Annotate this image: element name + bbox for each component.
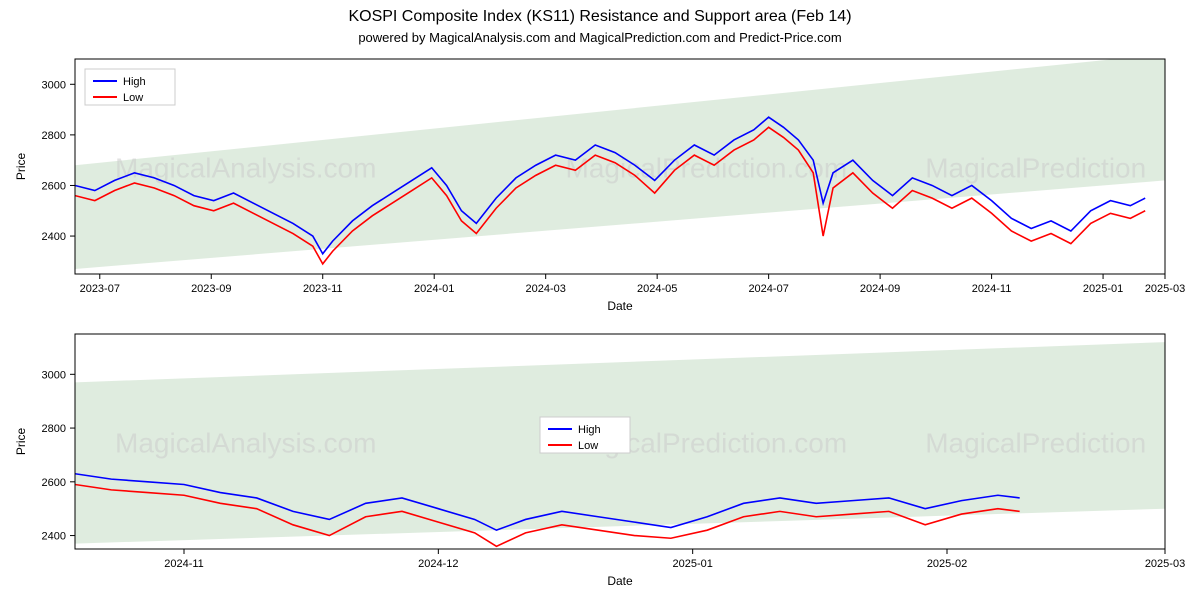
chart2-ytick: 3000 [42, 369, 66, 381]
chart1-xtick: 2024-03 [525, 283, 565, 295]
chart2-legend-label: Low [578, 440, 598, 452]
chart-canvas: 2400 2600 2800 3000 2023-07 2023-09 2023-11 202… [0, 51, 1200, 599]
chart2-watermark-3: MagicalPrediction [925, 427, 1146, 458]
chart1-xtick: 2025-03 [1145, 283, 1185, 295]
chart2-watermark-1: MagicalAnalysis.com [115, 427, 376, 458]
chart2-xtick: 2024-11 [164, 558, 204, 570]
chart2-xtick: 2025-03 [1145, 558, 1185, 570]
chart1-xtick: 2023-07 [80, 283, 120, 295]
chart1-ytick: 3000 [42, 79, 66, 91]
chart-subtitle: powered by MagicalAnalysis.com and Magic… [0, 26, 1200, 51]
chart1-watermark-3: MagicalPrediction [925, 152, 1146, 183]
chart2-ytick: 2800 [42, 423, 66, 435]
chart1-xtick: 2024-09 [860, 283, 900, 295]
chart2-ytick: 2400 [42, 531, 66, 543]
chart2-xlabel: Date [607, 574, 633, 588]
chart1-xlabel: Date [607, 299, 633, 313]
chart1-ytick: 2600 [42, 180, 66, 192]
chart1-legend-label: High [123, 76, 146, 88]
chart1-xtick: 2024-01 [414, 283, 454, 295]
chart1-ytick: 2800 [42, 130, 66, 142]
chart1-xtick: 2024-07 [748, 283, 788, 295]
chart1-xtick: 2024-05 [637, 283, 677, 295]
chart2-xtick: 2025-01 [672, 558, 712, 570]
chart2-legend-label: High [578, 424, 601, 436]
chart1-watermark-2: MagicalPrediction.com [566, 152, 848, 183]
chart1-xtick: 2024-11 [972, 283, 1012, 295]
chart2-xtick: 2024-12 [418, 558, 458, 570]
chart1-legend-label: Low [123, 92, 143, 104]
chart1-xtick: 2025-01 [1083, 283, 1123, 295]
chart2-ylabel: Price [14, 428, 28, 456]
chart2-ytick: 2600 [42, 477, 66, 489]
chart2-xtick: 2025-02 [927, 558, 967, 570]
chart1-ylabel: Price [14, 153, 28, 181]
chart1-ytick: 2400 [42, 231, 66, 243]
chart1-xtick: 2023-11 [303, 283, 343, 295]
chart1-xtick: 2023-09 [191, 283, 231, 295]
chart-title: KOSPI Composite Index (KS11) Resistance … [0, 0, 1200, 26]
